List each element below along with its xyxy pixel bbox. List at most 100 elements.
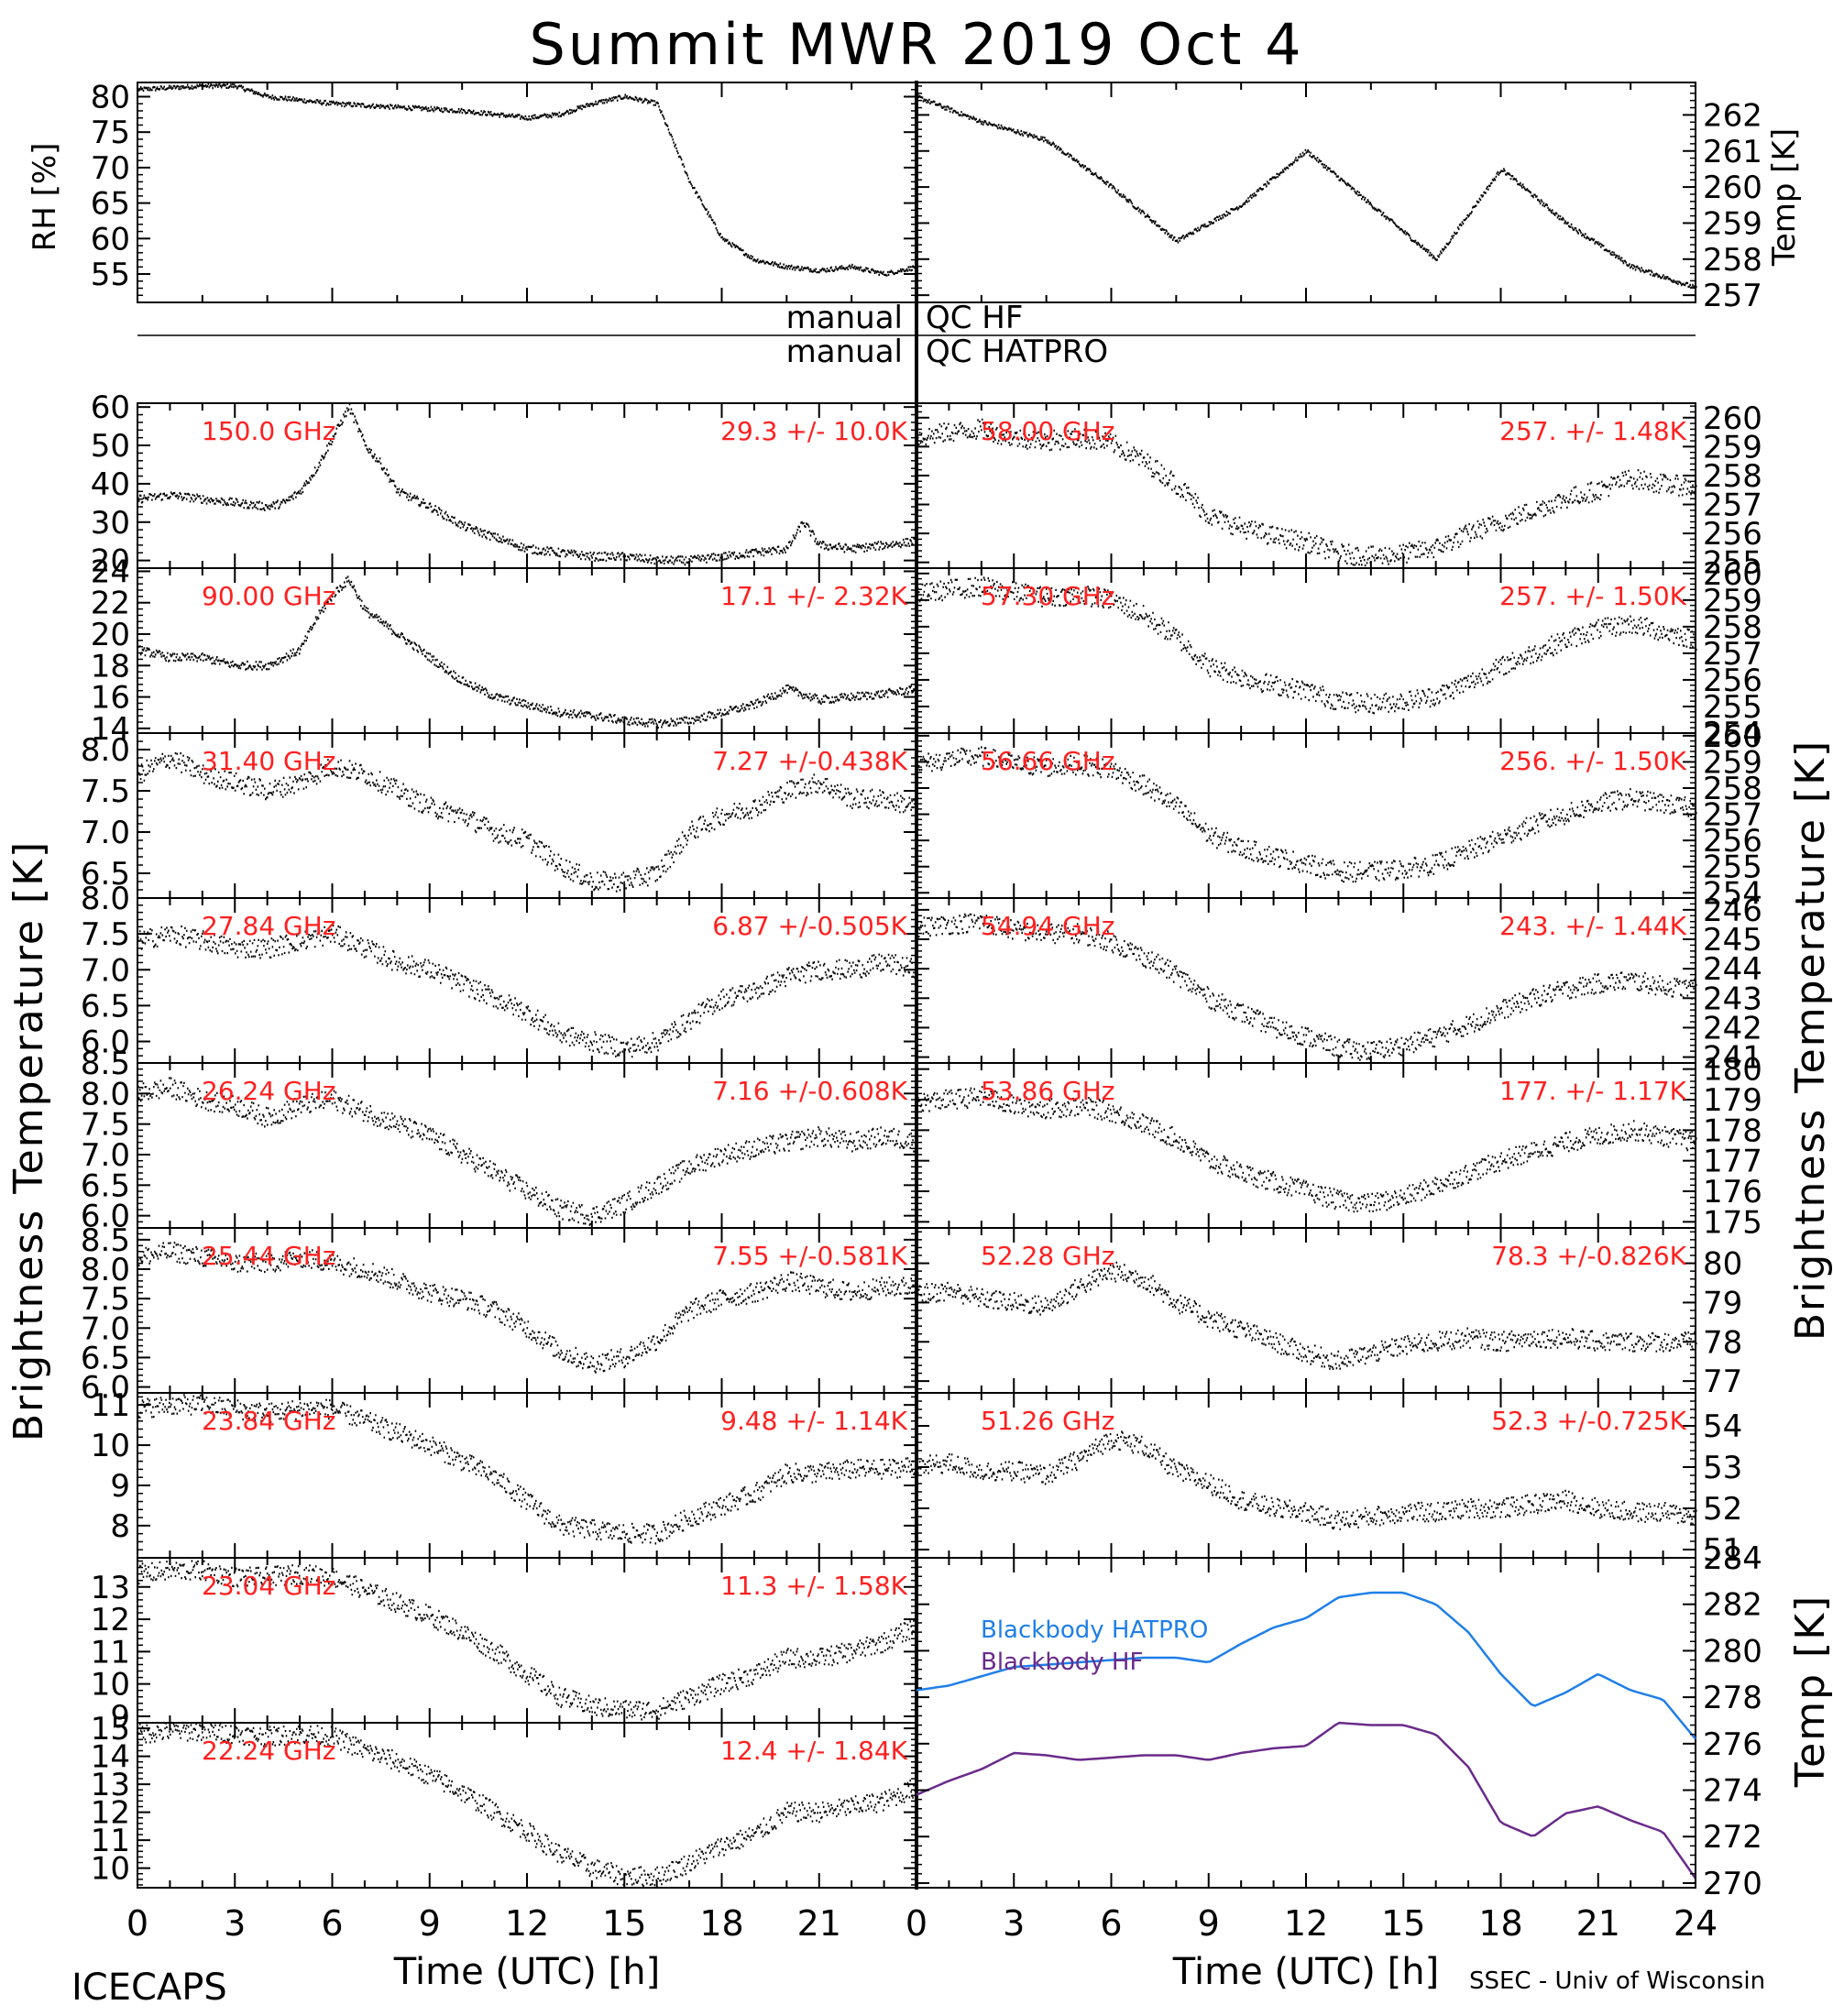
ch_23_84-trace bbox=[137, 1394, 918, 1545]
ch_52-y-tick-label: 77 bbox=[1703, 1364, 1742, 1400]
ch_57-y-tick-label: 256 bbox=[1703, 663, 1762, 699]
ch_27-y-tick-label: 6.0 bbox=[81, 1024, 130, 1061]
ch_53-stats-label: 177. +/- 1.17K bbox=[1499, 1076, 1686, 1106]
ch_57-y-tick-label: 259 bbox=[1703, 583, 1762, 619]
ch_26-y-tick-label: 8.0 bbox=[81, 1076, 130, 1112]
x-tick-label: 15 bbox=[1381, 1903, 1425, 1944]
ch_26-y-tick-label: 7.5 bbox=[81, 1107, 130, 1144]
ch_22-y-tick-label: 13 bbox=[91, 1767, 130, 1803]
ch_22-freq-label: 22.24 GHz bbox=[202, 1736, 336, 1766]
ch_26-freq-label: 26.24 GHz bbox=[202, 1076, 336, 1106]
x-tick-label: 18 bbox=[699, 1903, 743, 1944]
ch_58-freq-label: 58.00 GHz bbox=[981, 416, 1115, 446]
legend-hf: Blackbody HF bbox=[981, 1649, 1143, 1676]
x-tick-label: 0 bbox=[906, 1903, 927, 1944]
ch_27-y-tick-label: 7.0 bbox=[81, 952, 130, 989]
qc-manual-2: manual bbox=[786, 334, 903, 370]
blackbody-series-hatpro bbox=[916, 1591, 1696, 1740]
ch_23_04-y-tick-label: 11 bbox=[91, 1634, 130, 1671]
ch_31-stats-label: 7.27 +/-0.438K bbox=[712, 746, 907, 776]
footer-left: ICECAPS bbox=[71, 1967, 227, 2009]
ch_22-y-tick-label: 11 bbox=[91, 1823, 130, 1859]
x-tick-label: 21 bbox=[1576, 1903, 1620, 1944]
chart-title: Summit MWR 2019 Oct 4 bbox=[529, 11, 1303, 78]
rh-y-tick-label: 75 bbox=[91, 115, 130, 151]
ch_90-y-tick-label: 18 bbox=[91, 648, 130, 685]
ch_26-y-tick-label: 7.0 bbox=[81, 1137, 130, 1174]
ch_90-y-tick-label: 22 bbox=[91, 586, 130, 622]
ch_22-y-tick-label: 15 bbox=[91, 1711, 130, 1748]
ch_25-y-tick-label: 8.0 bbox=[81, 1252, 130, 1288]
rh-y-tick-label: 70 bbox=[91, 150, 130, 187]
ch_22-trace bbox=[137, 1721, 918, 1888]
ch_26-stats-label: 7.16 +/-0.608K bbox=[712, 1076, 907, 1106]
rh-y-tick-label: 60 bbox=[91, 221, 130, 257]
ch_56-y-tick-label: 257 bbox=[1703, 797, 1762, 834]
ch_25-y-tick-label: 6.5 bbox=[81, 1340, 130, 1376]
ch_54-y-tick-label: 243 bbox=[1703, 981, 1762, 1017]
ch_53-y-tick-label: 180 bbox=[1703, 1052, 1762, 1089]
ch_31-y-tick-label: 6.5 bbox=[81, 856, 130, 893]
ch_27-y-tick-label: 8.0 bbox=[81, 881, 130, 917]
ch_58-y-tick-label: 257 bbox=[1703, 488, 1762, 524]
ch_53-y-tick-label: 179 bbox=[1703, 1082, 1762, 1119]
ch_25-trace bbox=[137, 1242, 918, 1374]
ch_51-y-tick-label: 52 bbox=[1703, 1491, 1742, 1528]
ch_26-y-tick-label: 8.5 bbox=[81, 1046, 130, 1082]
ch_150-y-tick-label: 40 bbox=[91, 466, 130, 503]
ch_57-stats-label: 257. +/- 1.50K bbox=[1499, 581, 1686, 611]
x-tick-label: 3 bbox=[224, 1903, 246, 1944]
ch_54-y-tick-label: 246 bbox=[1703, 893, 1762, 929]
ch_31-freq-label: 31.40 GHz bbox=[202, 746, 336, 776]
ch_53-y-tick-label: 176 bbox=[1703, 1174, 1762, 1211]
ch_22-y-tick-label: 14 bbox=[91, 1739, 130, 1776]
ch_58-y-tick-label: 258 bbox=[1703, 458, 1762, 495]
rh-y-tick-label: 55 bbox=[91, 257, 130, 293]
blackbody-y-tick-label: 282 bbox=[1703, 1587, 1762, 1624]
ch_57-y-tick-label: 254 bbox=[1703, 716, 1762, 752]
temp-y-tick-label: 261 bbox=[1703, 134, 1762, 170]
x-tick-label: 24 bbox=[1674, 1903, 1718, 1944]
ch_23_04-y-tick-label: 13 bbox=[91, 1570, 130, 1606]
ch_23_04-freq-label: 23.04 GHz bbox=[202, 1571, 336, 1601]
temp-axis-label: Temp [K] bbox=[1766, 128, 1803, 267]
ch_90-stats-label: 17.1 +/- 2.32K bbox=[720, 581, 907, 611]
x-tick-label: 9 bbox=[1198, 1903, 1220, 1944]
ch_52-freq-label: 52.28 GHz bbox=[981, 1241, 1115, 1271]
ch_57-y-tick-label: 255 bbox=[1703, 689, 1762, 726]
ch_150-y-tick-label: 60 bbox=[91, 389, 130, 426]
ch_26-y-tick-label: 6.0 bbox=[81, 1199, 130, 1235]
ch_58-y-tick-label: 260 bbox=[1703, 400, 1762, 437]
chart-marks: 5560657075802572582592602612622030405060… bbox=[81, 79, 1762, 1944]
ch_56-trace bbox=[916, 746, 1697, 883]
left-bt-axis-label: Brightness Temperature [K] bbox=[5, 840, 52, 1441]
ch_90-y-tick-label: 14 bbox=[91, 711, 130, 748]
ch_90-y-tick-label: 16 bbox=[91, 680, 130, 717]
ch_54-y-tick-label: 242 bbox=[1703, 1010, 1762, 1046]
blackbody-panel bbox=[916, 1557, 1696, 1889]
blackbody-y-tick-label: 274 bbox=[1703, 1773, 1762, 1810]
x-tick-label: 3 bbox=[1003, 1903, 1025, 1944]
ch_57-y-tick-label: 258 bbox=[1703, 609, 1762, 646]
ch_150-y-tick-label: 20 bbox=[91, 543, 130, 580]
temp-panel bbox=[916, 82, 1696, 303]
ch_51-freq-label: 51.26 GHz bbox=[981, 1406, 1115, 1436]
qc-label-hatpro: QC HATPRO bbox=[926, 334, 1108, 370]
ch_27-trace bbox=[137, 924, 918, 1058]
ch_90-y-tick-label: 24 bbox=[91, 553, 130, 590]
temp-y-tick-label: 258 bbox=[1703, 242, 1762, 279]
qc-label-hf: QC HF bbox=[926, 300, 1023, 336]
ch_57-y-tick-label: 260 bbox=[1703, 556, 1762, 593]
ch_51-y-tick-label: 53 bbox=[1703, 1450, 1742, 1486]
x-tick-label: 0 bbox=[126, 1903, 148, 1944]
ch_54-freq-label: 54.94 GHz bbox=[981, 911, 1115, 941]
ch_31-y-tick-label: 8.0 bbox=[81, 732, 130, 769]
ch_56-y-tick-label: 260 bbox=[1703, 718, 1762, 755]
qc-manual-1: manual bbox=[786, 300, 903, 336]
ch_27-y-tick-label: 6.5 bbox=[81, 988, 130, 1024]
blackbody-y-tick-label: 272 bbox=[1703, 1819, 1762, 1856]
ch_53-y-tick-label: 177 bbox=[1703, 1144, 1762, 1180]
ch_25-y-tick-label: 7.5 bbox=[81, 1281, 130, 1318]
ch_58-y-tick-label: 259 bbox=[1703, 429, 1762, 466]
